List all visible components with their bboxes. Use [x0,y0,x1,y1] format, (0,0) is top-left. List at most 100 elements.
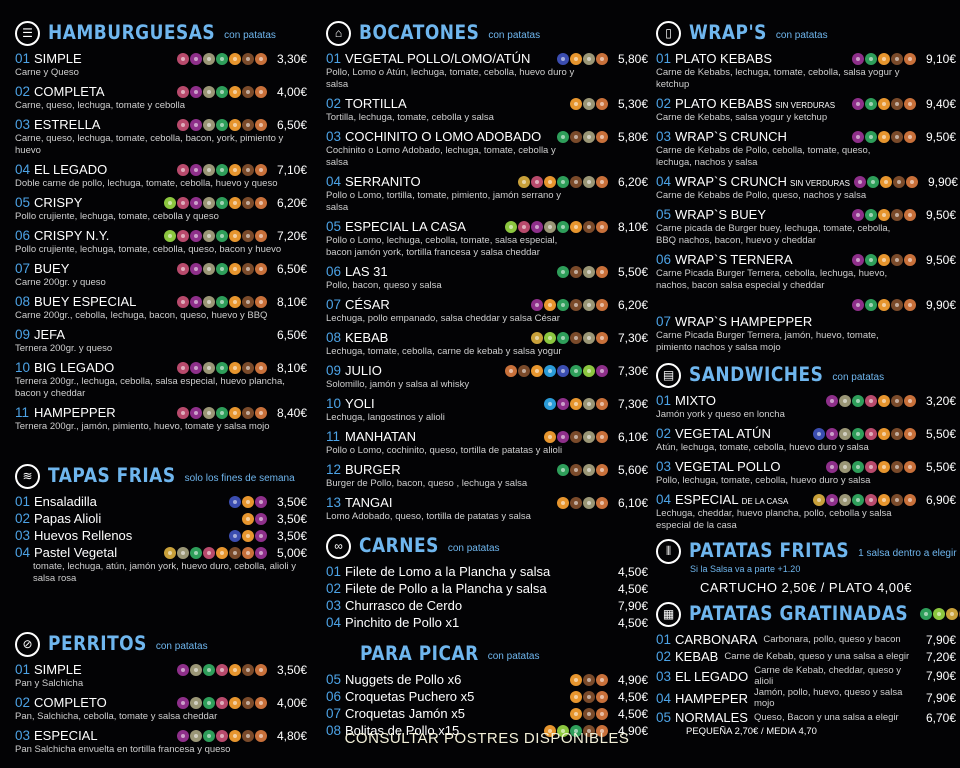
item-price: 4,00€ [276,84,307,99]
sesame-allergen-icon [203,262,215,275]
menu-item[interactable]: 05 Nuggets de Pollo x6 4,90€ [326,671,648,688]
menu-item[interactable]: 09 JEFA 6,50€ Ternera 200gr. y queso [15,326,307,355]
sesame-allergen-icon [203,163,215,176]
milk-allergen-icon [583,673,595,686]
menu-item[interactable]: 07 Croquetas Jamón x5 4,50€ [326,705,648,722]
sesame-allergen-icon [583,265,595,278]
menu-item[interactable]: 08 KEBAB 7,30€ Lechuga, tomate, cebolla, ca… [326,329,648,358]
menu-item[interactable]: 07 CÉSAR 6,20€ Lechuga, pollo empanado, sal… [326,296,648,325]
item-description: Carne de Kebabs, lechuga, tomate, ceboll… [656,67,900,90]
menu-item[interactable]: 06 Croquetas Puchero x5 4,50€ [326,688,648,705]
milk-allergen-icon [570,430,582,443]
sulphites-allergen-icon [852,52,864,65]
menu-item[interactable]: 10 YOLI 7,30€ Lechuga, langostinos y alioli [326,395,648,424]
menu-item[interactable]: 04 WRAP`S CRUNCH SIN VERDURAS 9,90€ Carne de… [656,173,958,202]
menu-item[interactable]: 06 LAS 31 5,50€ Pollo, bacon, queso y salsa [326,263,648,292]
item-name: TANGAI [345,495,393,510]
item-price: 5,50€ [617,264,648,279]
menu-item[interactable]: 04 SERRANITO 6,20€ Pollo o Lomo, tortilla, … [326,173,648,214]
menu-item-row: 03 VEGETAL POLLO 5,50€ [656,458,956,475]
menu-item[interactable]: 04 HAMPEPER Jamón, pollo, huevo, queso y s… [656,687,956,709]
menu-item[interactable]: 03 EL LEGADO Carne de Kebab, cheddar, ques… [656,665,956,687]
menu-item[interactable]: 01 CARBONARA Carbonara, pollo, queso y bac… [656,631,956,648]
menu-item[interactable]: 04 Pinchito de Pollo x1 4,50€ [326,614,648,631]
menu-item[interactable]: 01 Filete de Lomo a la Plancha y salsa 4,5… [326,563,648,580]
item-name: MANHATAN [345,429,417,444]
milk-allergen-icon [570,496,582,509]
menu-item[interactable]: 08 BUEY ESPECIAL 8,10€ Carne 200gr., ceboll… [15,293,307,322]
menu-item[interactable]: 02 Filete de Pollo a la Plancha y salsa 4,… [326,580,648,597]
menu-item[interactable]: 07 BUEY 6,50€ Carne 200gr. y queso [15,260,307,289]
menu-item[interactable]: 06 WRAP`S TERNERA 9,50€ Carne Picada Burger… [656,251,956,292]
menu-item[interactable]: 02 KEBAB Carne de Kebab, queso y una salsa… [656,648,956,665]
item-price: 3,50€ [276,511,307,526]
menu-item[interactable]: 12 BURGER 5,60€ Burger de Pollo, bacon, que… [326,461,648,490]
item-name: LAS 31 [345,264,388,279]
menu-item[interactable]: 04 ESPECIAL DE LA CASA 6,90€ Lechuga, chedda… [656,491,956,532]
menu-item[interactable]: 08 Bolitas de Pollo x15 4,90€ [326,722,648,739]
allergen-icons [173,295,267,308]
item-number: 04 [15,162,31,177]
menu-item[interactable]: 01 PLATO KEBABS 9,10€ Carne de Kebabs, lech… [656,50,956,91]
sulphites-allergen-icon [177,663,189,676]
item-price: 6,20€ [276,195,307,210]
menu-item[interactable]: 03 ESTRELLA 6,50€ Carne, queso, lechuga, to… [15,116,307,157]
menu-item[interactable]: 01 SIMPLE 3,50€ Pan y Salchicha [15,661,307,690]
item-price: 4,50€ [617,564,648,579]
allergen-icons [540,724,608,737]
menu-item[interactable]: 13 TANGAI 6,10€ Lomo Adobado, queso, tortil… [326,494,648,523]
menu-item[interactable]: 03 WRAP`S CRUNCH 9,50€ Carne de Kebabs de P… [656,128,956,169]
menu-item[interactable]: 05 WRAP`S BUEY 9,50€ Carne picada de Burger… [656,206,956,247]
eggs-allergen-icon [229,163,241,176]
item-description: Solomillo, jamón y salsa al whisky [326,379,470,390]
sandwich-icon: ▤ [656,362,681,388]
eggs-allergen-icon [242,529,254,542]
item-price: 4,50€ [617,615,648,630]
sesame-allergen-icon [177,546,189,559]
menu-item[interactable]: 9,90€ 07 WRAP`S HAMPEPPER Carne Picada Burg… [656,296,956,354]
menu-item[interactable]: 02 TORTILLA 5,30€ Tortilla, lechuga, tomate… [326,95,648,124]
soy-allergen-icon [216,229,228,242]
sesame-allergen-icon [203,295,215,308]
section-subtitle: con patatas [155,641,208,652]
menu-item[interactable]: 02 COMPLETO 4,00€ Pan, Salchicha, cebolla, … [15,694,307,723]
menu-item[interactable]: 02 COMPLETA 4,00€ Carne, queso, lechuga, to… [15,83,307,112]
item-description: Pollo o Lomo, lechuga, cebolla, tomate, … [326,235,558,258]
milk-allergen-icon [891,298,903,311]
menu-item[interactable]: 03 COCHINITO O LOMO ADOBADO 5,80€ Cochinito… [326,128,648,169]
menu-item[interactable]: 04 EL LEGADO 7,10€ Doble carne de pollo, le… [15,161,307,190]
menu-item[interactable]: 03 ESPECIAL 4,80€ Pan Salchicha envuelta en… [15,727,307,756]
menu-item[interactable]: 01 VEGETAL POLLO/LOMO/ATÚN 5,80€ Pollo, Lom… [326,50,648,91]
menu-item[interactable]: 02 VEGETAL ATÚN 5,50€ Atún, lechuga, tomate… [656,425,956,454]
tapas-tray-icon: ≋ [15,463,40,489]
menu-item[interactable]: 09 JULIO 7,30€ Solomillo, jamón y salsa al … [326,362,648,391]
gluten-allergen-icon [904,427,916,440]
sulphites-allergen-icon [596,364,608,377]
menu-item[interactable]: 04 Pastel Vegetal 5,00€ tomate, lechuga, at… [15,544,307,585]
sulphites-allergen-icon [190,52,202,65]
menu-item[interactable]: 11 MANHATAN 6,10€ Pollo o Lomo, cochinito, … [326,428,648,457]
menu-item[interactable]: 05 NORMALES Queso, Bacon y una salsa a ele… [656,709,956,726]
sesame-allergen-icon [203,196,215,209]
menu-item[interactable]: 03 Churrasco de Cerdo 7,90€ [326,597,648,614]
fish-allergen-icon [557,52,569,65]
menu-item[interactable]: 05 ESPECIAL LA CASA 8,10€ Pollo o Lomo, lec… [326,218,648,259]
menu-item[interactable]: 01 SIMPLE 3,30€ Carne y Queso [15,50,307,79]
menu-item[interactable]: 05 CRISPY 6,20€ Pollo crujiente, lechuga, t… [15,194,307,223]
menu-item[interactable]: 11 HAMPEPPER 8,40€ Ternera 200gr., jamón, p… [15,404,307,433]
menu-item[interactable]: 02 Papas Alioli 3,50€ [15,510,307,527]
menu-item[interactable]: 03 VEGETAL POLLO 5,50€ Pollo, lechuga, toma… [656,458,956,487]
item-name: Churrasco de Cerdo [345,598,463,613]
menu-item-row: 07 CÉSAR 6,20€ [326,296,648,313]
menu-item[interactable]: 03 Huevos Rellenos 3,50€ [15,527,307,544]
item-number: 13 [326,495,342,510]
item-price: 3,50€ [276,494,307,509]
menu-item[interactable]: 06 CRISPY N.Y. 7,20€ Pollo crujiente, lechu… [15,227,307,256]
milk-allergen-icon [891,130,903,143]
celery-allergen-icon [518,220,530,233]
menu-item-row: 02 VEGETAL ATÚN 5,50€ [656,425,956,442]
menu-item[interactable]: 01 MIXTO 3,20€ Jamón york y queso en loncha [656,392,956,421]
menu-item[interactable]: 10 BIG LEGADO 8,10€ Ternera 200gr., lechuga… [15,359,307,400]
menu-item[interactable]: 02 PLATO KEBABS SIN VERDURAS 9,40€ Carne de … [656,95,956,124]
menu-item[interactable]: 01 Ensaladilla 3,50€ [15,493,307,510]
